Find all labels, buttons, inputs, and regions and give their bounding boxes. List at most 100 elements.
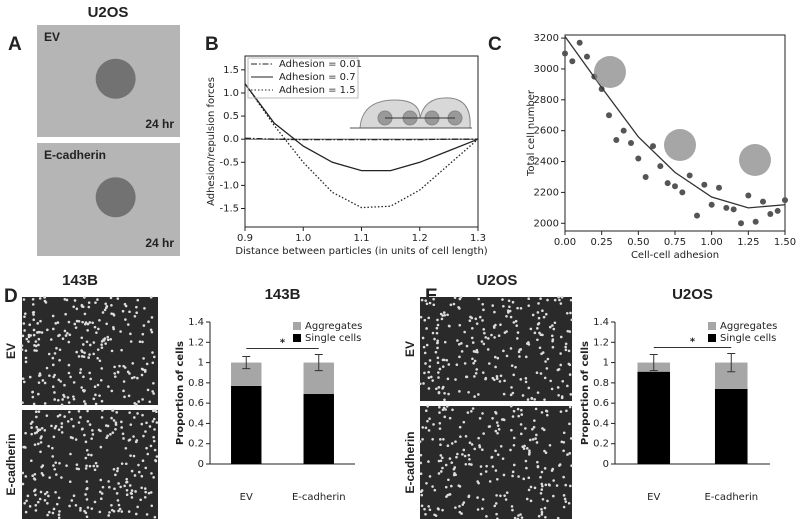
cell — [502, 304, 505, 308]
cell — [40, 331, 44, 334]
cell — [79, 371, 82, 374]
cell — [499, 494, 502, 498]
cell — [68, 333, 72, 337]
cell — [524, 377, 528, 380]
cell — [51, 314, 55, 318]
cell — [87, 305, 91, 309]
cell — [476, 480, 479, 483]
cell — [38, 497, 42, 501]
cell — [134, 490, 137, 493]
cell — [490, 333, 493, 337]
cell — [149, 444, 153, 448]
point — [752, 218, 759, 225]
image-label: EV — [4, 343, 18, 359]
cell — [65, 464, 68, 467]
cell — [141, 332, 145, 336]
y-tick-label: 1.4 — [593, 317, 609, 328]
cell — [50, 424, 53, 428]
cell — [43, 402, 47, 405]
point — [635, 155, 642, 162]
x-tick-label: 0.00 — [554, 237, 576, 248]
cell — [101, 311, 105, 314]
cell — [431, 379, 435, 382]
cell — [63, 415, 66, 418]
cell — [107, 485, 111, 489]
cell — [85, 448, 89, 452]
cell — [28, 375, 32, 379]
cell — [442, 311, 446, 314]
cell — [107, 514, 110, 517]
cell — [24, 312, 27, 315]
significance: * — [280, 337, 286, 348]
cell — [427, 376, 431, 380]
cell — [458, 355, 461, 359]
cell — [150, 472, 153, 475]
cell — [98, 318, 101, 322]
cell — [116, 370, 120, 374]
cell — [496, 453, 500, 456]
cell — [117, 509, 120, 513]
cell — [84, 402, 87, 406]
cell — [149, 328, 153, 332]
cell — [531, 427, 534, 431]
cell — [85, 340, 89, 344]
cell — [32, 318, 36, 322]
cell — [38, 428, 42, 432]
cell — [568, 373, 572, 376]
cell — [59, 380, 62, 383]
cell — [36, 500, 40, 504]
cell — [482, 342, 486, 346]
cell — [432, 303, 436, 307]
cell — [527, 386, 531, 390]
error-bar — [649, 353, 658, 372]
cell — [35, 349, 38, 352]
cell — [460, 342, 463, 345]
cell — [83, 322, 87, 326]
cell — [458, 510, 462, 514]
cell — [100, 346, 104, 349]
cell — [99, 445, 103, 449]
cell — [110, 389, 114, 393]
panel-label: B — [205, 34, 219, 55]
cell — [559, 335, 563, 339]
cell — [53, 391, 56, 394]
cell — [424, 362, 427, 365]
cell — [43, 296, 47, 299]
cell — [562, 475, 565, 479]
cell — [544, 483, 548, 487]
cell — [473, 375, 476, 378]
cell — [464, 462, 468, 466]
cell — [142, 434, 145, 438]
cell — [148, 425, 152, 428]
cell — [569, 437, 573, 440]
y-axis-label: Proportion of cells — [580, 341, 591, 445]
cell — [501, 298, 504, 301]
cell — [115, 411, 119, 414]
cell — [101, 409, 104, 412]
cell — [562, 440, 566, 444]
cell — [445, 358, 449, 362]
cell — [110, 416, 113, 420]
cell — [144, 490, 147, 494]
cell — [484, 336, 488, 339]
cell — [450, 461, 454, 464]
cell — [80, 386, 83, 389]
cell — [544, 451, 548, 455]
cell — [53, 373, 56, 377]
cell — [23, 315, 26, 319]
point — [723, 204, 730, 211]
error-bar — [314, 353, 323, 372]
cell — [120, 510, 124, 513]
cell — [142, 357, 145, 360]
cell — [122, 364, 125, 368]
cell — [154, 459, 158, 463]
cell — [524, 427, 527, 430]
cell — [519, 423, 523, 426]
cell — [68, 410, 71, 414]
cell — [83, 400, 86, 403]
cell — [536, 338, 539, 342]
cell — [421, 336, 425, 340]
y-tick-label: 1.2 — [593, 337, 609, 348]
cell — [454, 440, 457, 443]
cell — [553, 298, 557, 302]
